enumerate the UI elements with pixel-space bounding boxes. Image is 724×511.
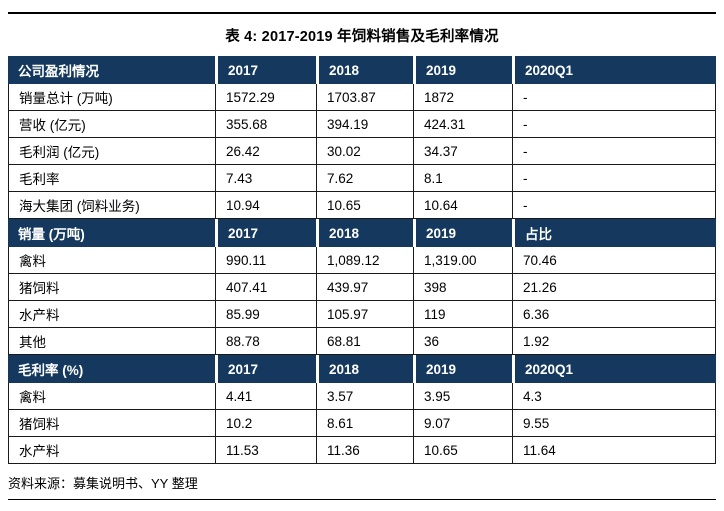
value-cell: 21.26	[512, 274, 716, 301]
value-cell: 1703.87	[316, 84, 413, 111]
row-label-cell: 海大集团 (饲料业务)	[8, 192, 215, 219]
data-table: 公司盈利情况 2017 2018 2019 2020Q1 销量总计 (万吨) 1…	[8, 56, 716, 464]
value-cell: 10.94	[215, 192, 316, 219]
value-cell: 355.68	[215, 111, 316, 138]
row-label-cell: 毛利率	[8, 165, 215, 192]
value-cell: 8.61	[316, 410, 413, 437]
value-cell: 394.19	[316, 111, 413, 138]
value-cell: -	[512, 192, 716, 219]
table-row-aqua-margin: 水产料 11.53 11.36 10.65 11.64	[8, 437, 716, 464]
table-title: 表 4: 2017-2019 年饲料销售及毛利率情况	[225, 29, 499, 45]
value-cell: 1,319.00	[413, 247, 512, 274]
value-cell: 10.64	[413, 192, 512, 219]
report-table-page: 表 4: 2017-2019 年饲料销售及毛利率情况 公司盈利情况 2017 2…	[0, 12, 724, 500]
value-cell: 7.62	[316, 165, 413, 192]
value-cell: 10.65	[316, 192, 413, 219]
table-row-haida-group: 海大集团 (饲料业务) 10.94 10.65 10.64 -	[8, 192, 716, 219]
header-cell-2019: 2019	[413, 56, 512, 84]
value-cell: -	[512, 84, 716, 111]
value-cell: 11.36	[316, 437, 413, 464]
value-cell: 3.95	[413, 383, 512, 410]
value-cell: -	[512, 138, 716, 165]
row-label-cell: 销量总计 (万吨)	[8, 84, 215, 111]
table-row-poultry-feed: 禽料 990.11 1,089.12 1,319.00 70.46	[8, 247, 716, 274]
value-cell: 1872	[413, 84, 512, 111]
table-row-gross-margin: 毛利率 7.43 7.62 8.1 -	[8, 165, 716, 192]
value-cell: 11.53	[215, 437, 316, 464]
value-cell: 3.57	[316, 383, 413, 410]
value-cell: 68.81	[316, 328, 413, 355]
top-rule	[8, 12, 716, 14]
table-row-revenue: 营收 (亿元) 355.68 394.19 424.31 -	[8, 111, 716, 138]
table-row-total-volume: 销量总计 (万吨) 1572.29 1703.87 1872 -	[8, 84, 716, 111]
value-cell: 10.65	[413, 437, 512, 464]
table-row-other: 其他 88.78 68.81 36 1.92	[8, 328, 716, 355]
header-cell-2017: 2017	[215, 355, 316, 383]
value-cell: 424.31	[413, 111, 512, 138]
row-label-cell: 其他	[8, 328, 215, 355]
row-label-cell: 毛利润 (亿元)	[8, 138, 215, 165]
value-cell: 398	[413, 274, 512, 301]
header-cell-2017: 2017	[215, 56, 316, 84]
row-label-cell: 营收 (亿元)	[8, 111, 215, 138]
row-label-cell: 水产料	[8, 301, 215, 328]
value-cell: 105.97	[316, 301, 413, 328]
value-cell: 70.46	[512, 247, 716, 274]
row-label-cell: 水产料	[8, 437, 215, 464]
table-row-poultry-margin: 禽料 4.41 3.57 3.95 4.3	[8, 383, 716, 410]
value-cell: -	[512, 165, 716, 192]
row-label-cell: 禽料	[8, 383, 215, 410]
value-cell: 10.2	[215, 410, 316, 437]
value-cell: 36	[413, 328, 512, 355]
value-cell: 9.55	[512, 410, 716, 437]
row-label-cell: 禽料	[8, 247, 215, 274]
table-row-aqua-feed: 水产料 85.99 105.97 119 6.36	[8, 301, 716, 328]
header-cell-label: 销量 (万吨)	[8, 219, 215, 247]
header-cell-2019: 2019	[413, 355, 512, 383]
header-cell-2020q1: 2020Q1	[512, 355, 716, 383]
value-cell: 4.3	[512, 383, 716, 410]
header-cell-label: 公司盈利情况	[8, 56, 215, 84]
header-cell-2018: 2018	[316, 355, 413, 383]
section-header-row-volume: 销量 (万吨) 2017 2018 2019 占比	[8, 219, 716, 247]
header-cell-2017: 2017	[215, 219, 316, 247]
source-note: 资料来源：募集说明书、YY 整理	[8, 476, 198, 491]
row-label-cell: 猪饲料	[8, 410, 215, 437]
header-cell-2020q1: 2020Q1	[512, 56, 716, 84]
header-cell-label: 毛利率 (%)	[8, 355, 215, 383]
value-cell: 7.43	[215, 165, 316, 192]
table-row-pig-feed: 猪饲料 407.41 439.97 398 21.26	[8, 274, 716, 301]
value-cell: 1572.29	[215, 84, 316, 111]
header-cell-2018: 2018	[316, 219, 413, 247]
value-cell: 88.78	[215, 328, 316, 355]
table-row-pig-margin: 猪饲料 10.2 8.61 9.07 9.55	[8, 410, 716, 437]
value-cell: 26.42	[215, 138, 316, 165]
value-cell: 85.99	[215, 301, 316, 328]
value-cell: 439.97	[316, 274, 413, 301]
value-cell: 8.1	[413, 165, 512, 192]
bottom-rule	[8, 499, 716, 500]
table-row-gross-profit: 毛利润 (亿元) 26.42 30.02 34.37 -	[8, 138, 716, 165]
value-cell: 1,089.12	[316, 247, 413, 274]
row-label-cell: 猪饲料	[8, 274, 215, 301]
value-cell: 30.02	[316, 138, 413, 165]
value-cell: 1.92	[512, 328, 716, 355]
value-cell: -	[512, 111, 716, 138]
value-cell: 34.37	[413, 138, 512, 165]
value-cell: 407.41	[215, 274, 316, 301]
value-cell: 119	[413, 301, 512, 328]
value-cell: 6.36	[512, 301, 716, 328]
value-cell: 9.07	[413, 410, 512, 437]
value-cell: 11.64	[512, 437, 716, 464]
value-cell: 4.41	[215, 383, 316, 410]
header-cell-2018: 2018	[316, 56, 413, 84]
header-cell-share: 占比	[512, 219, 716, 247]
header-cell-2019: 2019	[413, 219, 512, 247]
section-header-row-profit: 公司盈利情况 2017 2018 2019 2020Q1	[8, 56, 716, 84]
section-header-row-margin: 毛利率 (%) 2017 2018 2019 2020Q1	[8, 355, 716, 383]
value-cell: 990.11	[215, 247, 316, 274]
